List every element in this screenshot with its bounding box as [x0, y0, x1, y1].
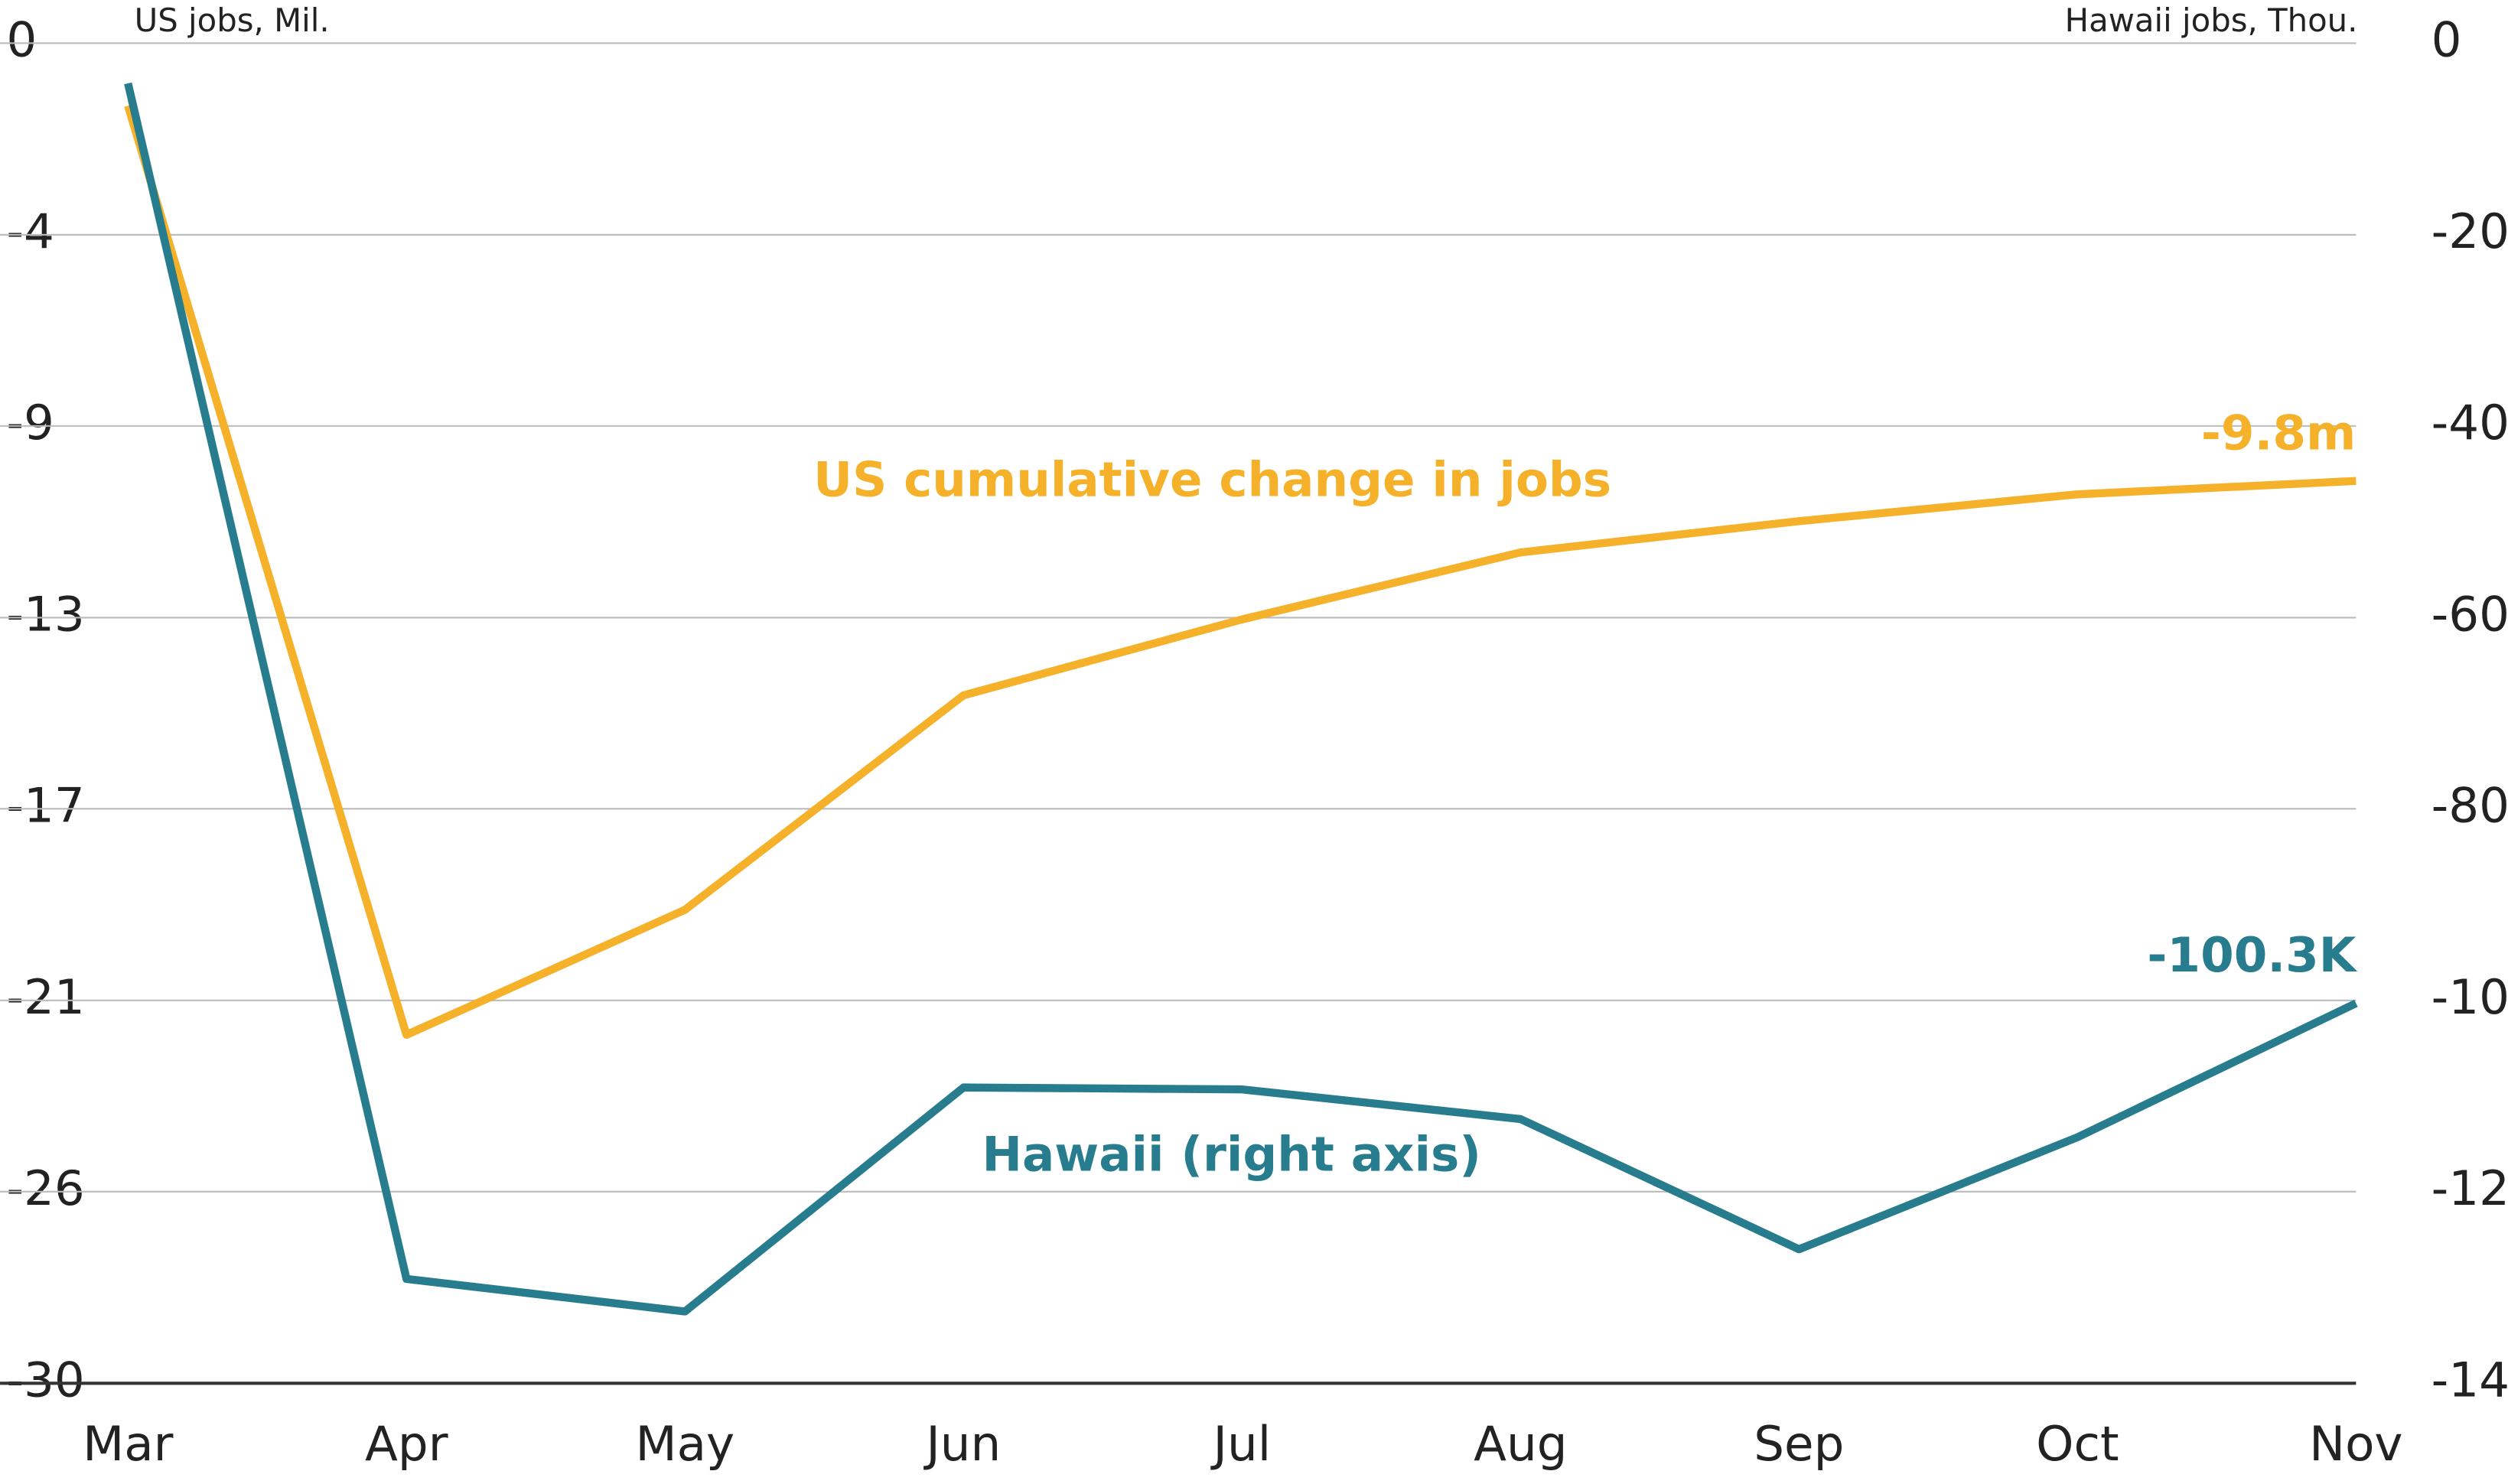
y-tick-label: -21	[6, 969, 84, 1025]
y-tick-label: -13	[6, 586, 84, 642]
x-tick-label: Jul	[1210, 1416, 1271, 1472]
y-tick-label: 0	[6, 12, 37, 68]
y-tick-label: -30	[6, 1352, 84, 1408]
y2-tick-label: 0	[2431, 12, 2462, 68]
y2-tick-label: -120	[2431, 1160, 2508, 1216]
y-axis-title: US jobs, Mil.	[135, 2, 330, 39]
x-tick-label: Aug	[1474, 1416, 1567, 1472]
x-tick-label: May	[635, 1416, 734, 1472]
series-label: US cumulative change in jobs	[813, 451, 1611, 507]
series-line	[124, 82, 2358, 1316]
series-label: Hawaii (right axis)	[982, 1127, 1480, 1183]
y-tick-label: -26	[6, 1160, 84, 1216]
y2-tick-label: -20	[2431, 203, 2508, 259]
y-tick-label: -9	[6, 395, 54, 451]
y2-tick-label: -100	[2431, 969, 2508, 1025]
y-tick-label: -17	[6, 777, 84, 833]
y2-tick-label: -80	[2431, 778, 2508, 834]
y-tick-label: -4	[6, 203, 54, 259]
y2-tick-label: -40	[2431, 395, 2508, 451]
series-line	[124, 104, 2357, 1040]
value-label: -9.8m	[2201, 405, 2356, 460]
y2-tick-label: -60	[2431, 586, 2508, 642]
x-tick-label: Mar	[83, 1416, 174, 1472]
x-tick-label: Nov	[2309, 1416, 2402, 1472]
x-tick-label: Jun	[923, 1416, 1001, 1472]
x-tick-label: Oct	[2036, 1416, 2119, 1472]
y2-axis-title: Hawaii jobs, Thou.	[2065, 2, 2358, 39]
y2-tick-label: -140	[2431, 1352, 2508, 1408]
value-label: -100.3K	[2147, 927, 2357, 983]
x-tick-label: Apr	[365, 1416, 448, 1472]
x-tick-label: Sep	[1754, 1416, 1844, 1472]
